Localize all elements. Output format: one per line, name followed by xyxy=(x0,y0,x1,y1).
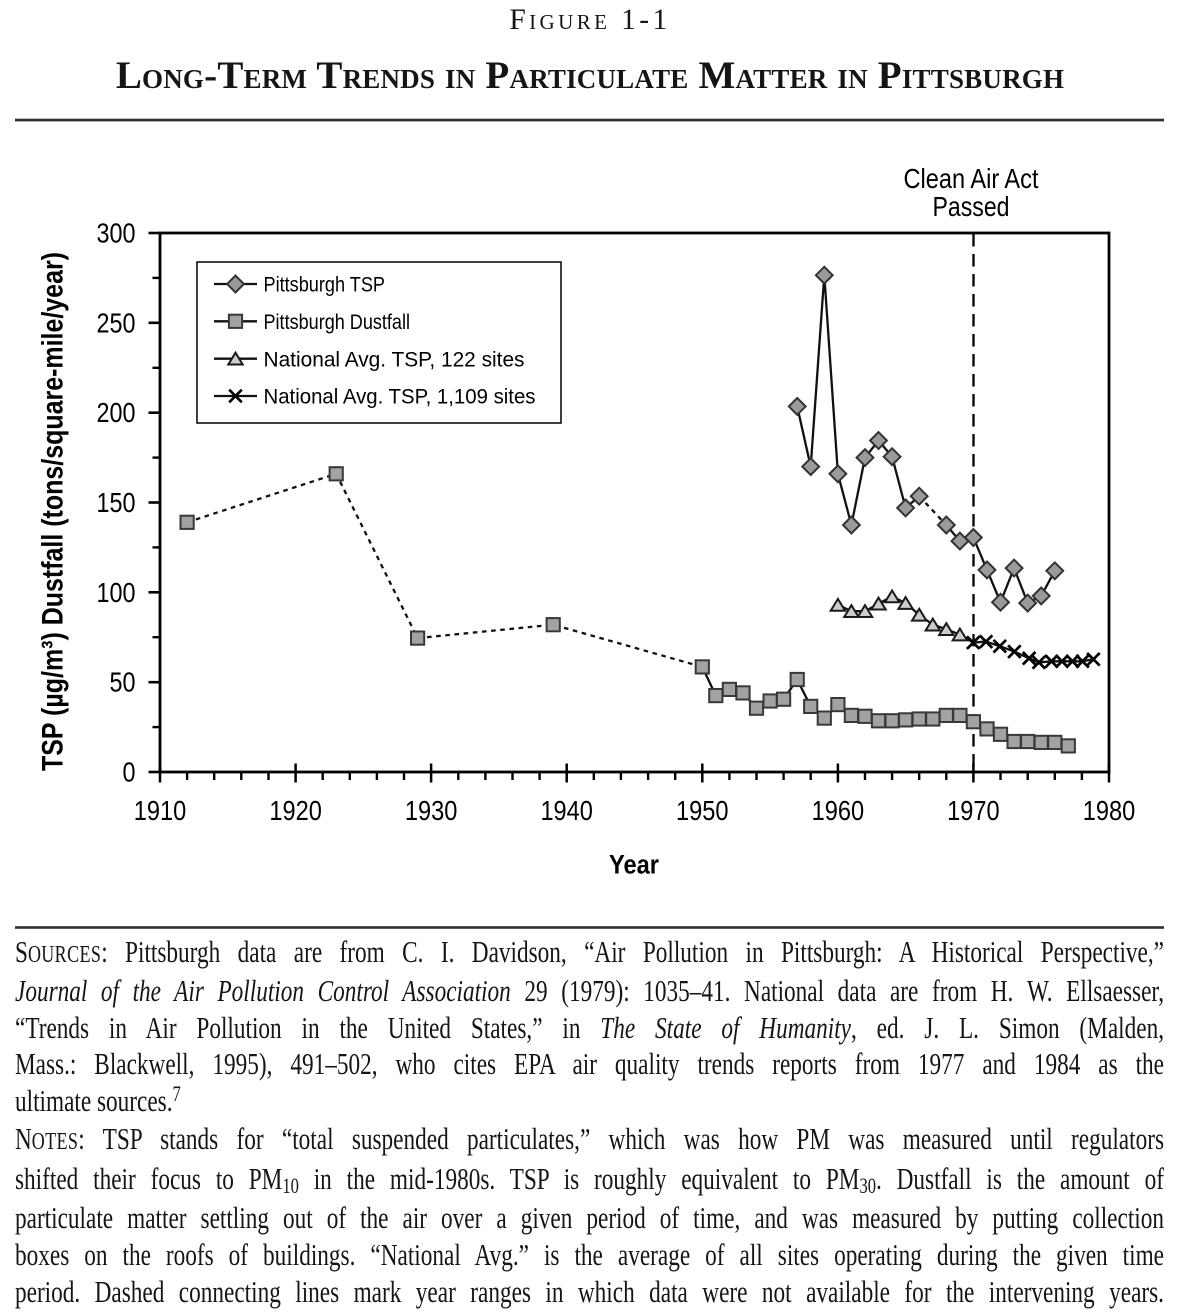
svg-text:1930: 1930 xyxy=(405,795,458,826)
svg-text:TSP (µg/m³) Dustfall (tons/squ: TSP (µg/m³) Dustfall (tons/square-mile/y… xyxy=(37,252,70,771)
svg-text:0: 0 xyxy=(123,757,136,788)
svg-text:National Avg. TSP, 1,109 sites: National Avg. TSP, 1,109 sites xyxy=(264,385,536,409)
svg-text:1940: 1940 xyxy=(540,795,593,826)
svg-text:1950: 1950 xyxy=(676,795,729,826)
svg-text:300: 300 xyxy=(97,218,136,249)
svg-text:50: 50 xyxy=(110,667,136,698)
svg-text:Clean Air Act: Clean Air Act xyxy=(904,163,1039,194)
svg-text:Pittsburgh Dustfall: Pittsburgh Dustfall xyxy=(264,310,411,334)
svg-text:250: 250 xyxy=(97,307,136,338)
svg-text:1910: 1910 xyxy=(134,795,187,826)
svg-text:1960: 1960 xyxy=(812,795,865,826)
svg-text:Passed: Passed xyxy=(933,191,1010,222)
svg-text:100: 100 xyxy=(97,577,136,608)
svg-text:1920: 1920 xyxy=(269,795,322,826)
svg-text:150: 150 xyxy=(97,487,136,518)
svg-text:200: 200 xyxy=(97,397,136,428)
svg-text:1970: 1970 xyxy=(947,795,1000,826)
svg-text:Year: Year xyxy=(609,850,659,880)
svg-text:National Avg. TSP, 122 sites: National Avg. TSP, 122 sites xyxy=(264,347,525,371)
svg-text:Pittsburgh TSP: Pittsburgh TSP xyxy=(264,273,386,297)
svg-text:1980: 1980 xyxy=(1083,795,1136,826)
